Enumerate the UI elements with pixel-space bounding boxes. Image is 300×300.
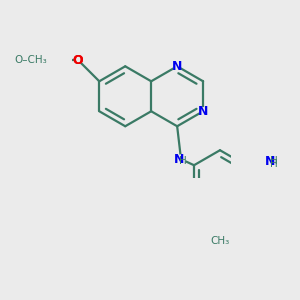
Circle shape — [265, 158, 275, 168]
Text: N: N — [172, 60, 182, 73]
Text: O: O — [73, 54, 83, 67]
Text: H: H — [269, 156, 277, 166]
Text: O–CH₃: O–CH₃ — [14, 55, 47, 65]
Circle shape — [177, 155, 185, 164]
Text: N: N — [198, 105, 208, 118]
Text: H: H — [269, 159, 277, 170]
Circle shape — [75, 57, 81, 63]
Text: N: N — [265, 155, 275, 168]
Circle shape — [200, 108, 207, 115]
Circle shape — [75, 57, 81, 63]
Text: N: N — [173, 153, 184, 166]
Text: H: H — [179, 156, 187, 166]
Text: CH₃: CH₃ — [210, 236, 230, 246]
Circle shape — [174, 63, 181, 70]
Text: O: O — [73, 54, 83, 67]
